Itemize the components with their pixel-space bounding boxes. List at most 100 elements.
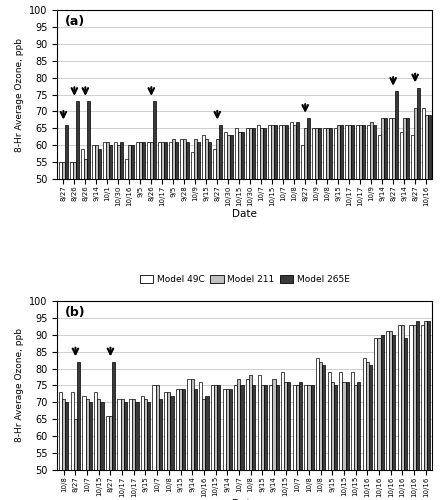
Bar [316, 358, 319, 470]
Bar [240, 386, 243, 470]
Bar [120, 142, 123, 179]
Bar [170, 396, 174, 470]
Bar [412, 324, 416, 470]
Bar [409, 324, 412, 470]
Bar [159, 399, 162, 470]
Bar [351, 372, 354, 470]
Bar [392, 334, 396, 470]
Text: (b): (b) [65, 306, 86, 319]
Bar [328, 372, 331, 470]
Bar [357, 382, 360, 470]
Bar [417, 88, 419, 179]
Bar [175, 142, 178, 179]
Bar [381, 334, 384, 470]
Bar [164, 142, 167, 179]
Bar [194, 389, 197, 470]
Bar [70, 162, 73, 179]
Bar [84, 159, 87, 179]
Bar [392, 118, 395, 179]
Bar [363, 358, 366, 470]
Bar [241, 132, 244, 179]
Bar [62, 162, 65, 179]
Bar [229, 389, 232, 470]
Bar [279, 125, 282, 179]
Bar [153, 386, 156, 470]
Bar [182, 389, 185, 470]
Bar [271, 125, 274, 179]
Bar [77, 362, 80, 470]
Bar [377, 135, 381, 179]
Bar [62, 399, 65, 470]
Bar [252, 386, 255, 470]
Bar [142, 142, 145, 179]
Bar [304, 128, 306, 179]
Bar [416, 321, 419, 470]
Bar [128, 146, 131, 179]
Bar [191, 378, 194, 470]
Text: (a): (a) [65, 15, 85, 28]
Bar [223, 389, 226, 470]
Bar [398, 324, 401, 470]
Bar [348, 125, 351, 179]
Bar [94, 392, 97, 470]
Bar [281, 372, 284, 470]
Bar [214, 386, 217, 470]
Bar [264, 386, 267, 470]
Bar [120, 399, 124, 470]
Bar [400, 132, 403, 179]
Bar [194, 138, 197, 179]
Bar [268, 125, 271, 179]
Bar [208, 142, 211, 179]
Bar [176, 389, 179, 470]
Bar [217, 386, 220, 470]
Bar [167, 392, 170, 470]
Bar [141, 396, 144, 470]
Bar [169, 142, 172, 179]
Bar [89, 402, 92, 470]
Bar [216, 138, 219, 179]
Bar [301, 146, 304, 179]
Bar [343, 382, 346, 470]
Bar [260, 128, 263, 179]
X-axis label: Date: Date [232, 208, 257, 218]
Bar [427, 321, 430, 470]
Bar [329, 128, 332, 179]
Bar [98, 148, 101, 179]
Bar [235, 128, 238, 179]
Bar [147, 402, 150, 470]
Bar [252, 128, 255, 179]
Bar [424, 321, 427, 470]
Bar [238, 132, 241, 179]
Bar [370, 122, 373, 179]
Bar [117, 399, 120, 470]
Bar [374, 338, 377, 470]
Bar [354, 386, 357, 470]
Bar [404, 338, 407, 470]
Bar [246, 378, 249, 470]
Bar [132, 399, 135, 470]
Bar [131, 146, 134, 179]
Bar [293, 125, 296, 179]
Bar [136, 142, 139, 179]
Bar [197, 142, 200, 179]
Bar [345, 125, 348, 179]
Bar [202, 399, 206, 470]
Bar [191, 152, 194, 179]
Bar [346, 382, 349, 470]
Bar [269, 386, 273, 470]
Bar [273, 378, 276, 470]
Bar [389, 332, 392, 470]
Bar [227, 135, 230, 179]
Bar [59, 162, 62, 179]
Bar [164, 392, 167, 470]
Bar [299, 382, 302, 470]
Bar [326, 128, 329, 179]
Bar [129, 399, 132, 470]
Bar [389, 118, 392, 179]
Bar [366, 362, 369, 470]
Bar [219, 125, 222, 179]
Legend: Model 49C, Model 211, Model 265E: Model 49C, Model 211, Model 265E [136, 272, 353, 288]
Bar [172, 138, 175, 179]
Bar [249, 128, 252, 179]
Bar [202, 135, 205, 179]
